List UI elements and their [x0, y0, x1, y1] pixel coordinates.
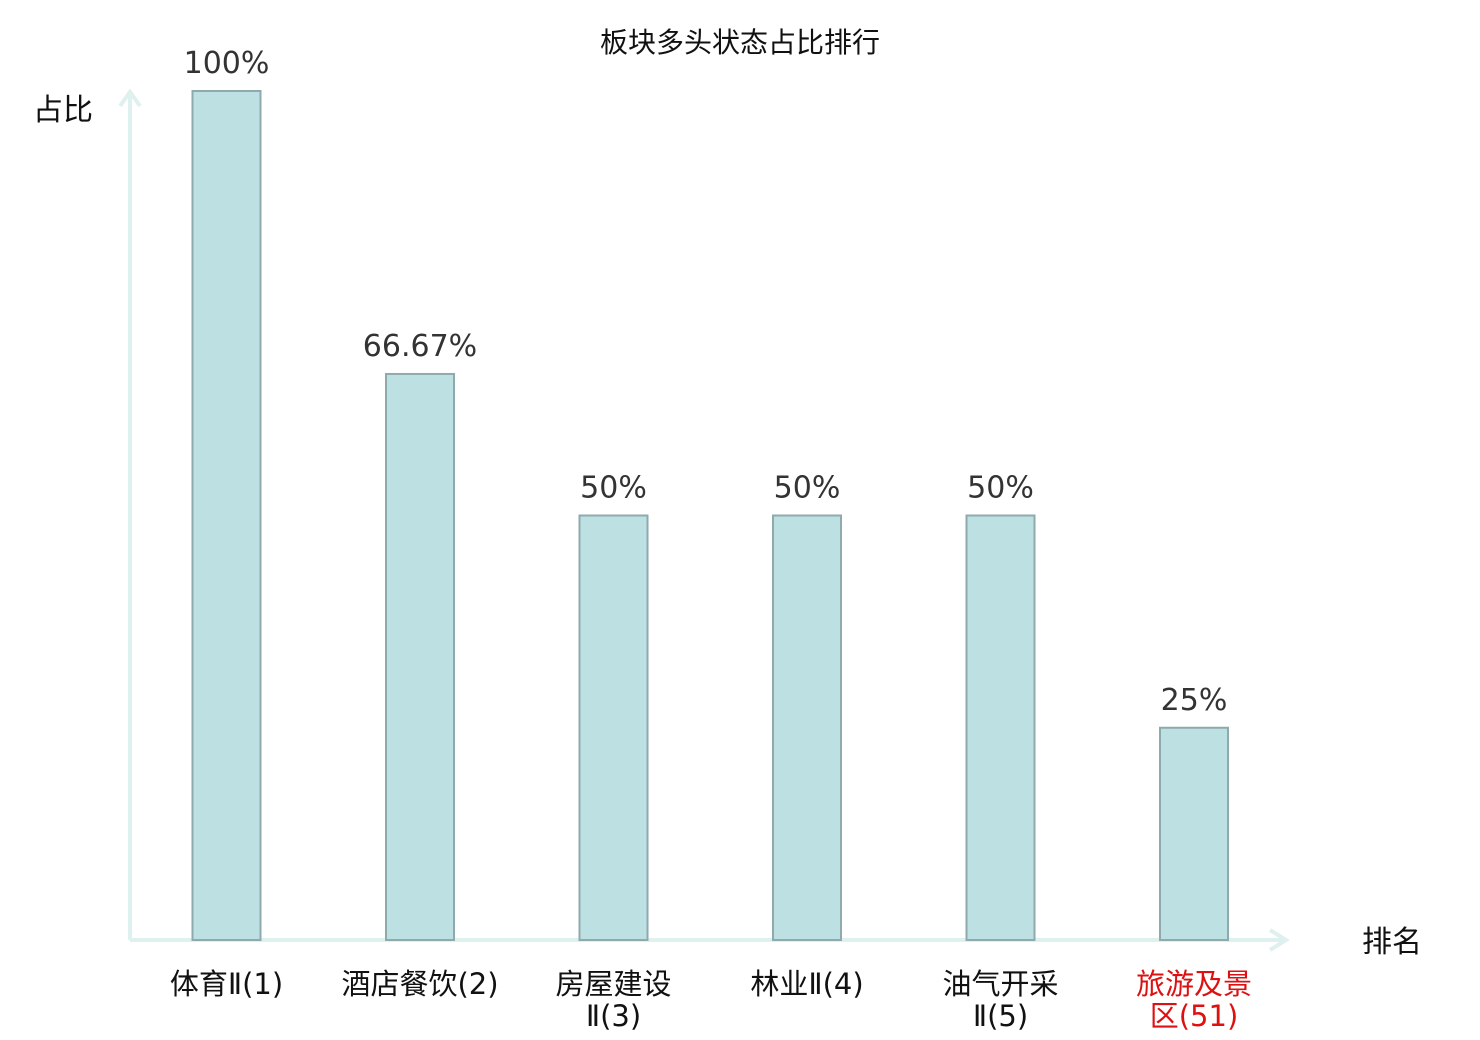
value-label-4: 50%	[774, 471, 841, 506]
category-label-6-line-2: 区(51)	[1150, 999, 1239, 1033]
bar-4	[772, 514, 842, 941]
category-label-3-line-2: Ⅱ(3)	[586, 999, 641, 1033]
value-label-1: 100%	[184, 46, 270, 81]
category-label-4-line-1: 林业Ⅱ(4)	[750, 967, 863, 1001]
category-label-5-line-1: 油气开采	[942, 967, 1058, 1001]
bar-3	[578, 514, 649, 941]
bar-2	[385, 372, 455, 942]
bar-6	[1159, 726, 1229, 941]
value-label-6: 25%	[1161, 683, 1228, 718]
category-label-5-line-2: Ⅱ(5)	[973, 999, 1028, 1033]
y-axis-arrow-icon	[118, 88, 142, 108]
chart-title: 板块多头状态占比排行	[600, 26, 880, 59]
category-label-6-line-1: 旅游及景	[1136, 967, 1252, 1001]
x-axis-arrow-icon	[1268, 928, 1290, 952]
bar-5	[965, 514, 1036, 941]
category-label-1-line-1: 体育Ⅱ(1)	[170, 967, 283, 1001]
value-label-2: 66.67%	[363, 329, 477, 364]
value-labels-group: 100% 66.67% 50% 50% 50% 25%	[184, 46, 1228, 718]
bar-1	[191, 90, 262, 941]
category-label-2-line-1: 酒店餐饮(2)	[341, 967, 498, 1001]
category-label-3-line-1: 房屋建设	[555, 967, 671, 1001]
bars-group	[191, 90, 1229, 942]
value-label-3: 50%	[580, 471, 647, 506]
y-axis-label: 占比	[33, 93, 93, 128]
x-axis-label: 排名	[1362, 925, 1422, 960]
value-label-5: 50%	[967, 471, 1034, 506]
